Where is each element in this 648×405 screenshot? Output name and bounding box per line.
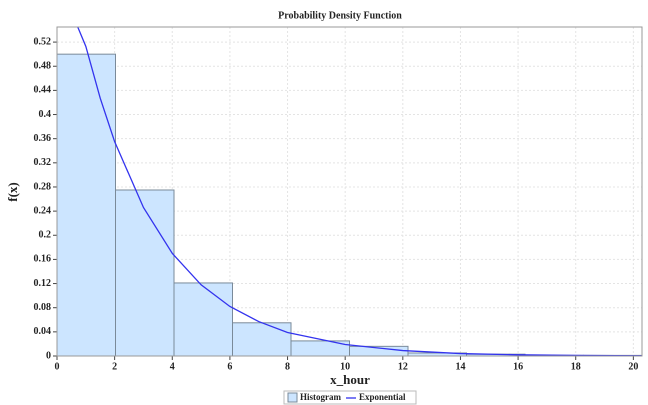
- x-tick-label: 8: [285, 361, 290, 372]
- y-tick-label: 0.4: [39, 109, 52, 120]
- legend: Histogram Exponential: [283, 390, 417, 405]
- histogram-bar: [232, 322, 292, 356]
- y-tick-label: 0.08: [34, 302, 52, 313]
- legend-label: Histogram: [300, 392, 341, 402]
- x-tick-label: 10: [340, 361, 350, 372]
- y-axis-label: f(x): [5, 182, 20, 202]
- x-tick-label: 20: [628, 361, 638, 372]
- y-tick-label: 0: [46, 350, 51, 361]
- x-tick-label: 14: [455, 361, 465, 372]
- y-tick-label: 0.2: [39, 230, 52, 241]
- y-tick-label: 0.24: [34, 205, 52, 216]
- x-tick-label: 12: [398, 361, 408, 372]
- x-axis-label: x_hour: [330, 372, 370, 387]
- density-curve: [77, 27, 642, 356]
- histogram-bar: [173, 282, 233, 356]
- x-tick-label: 4: [170, 361, 175, 372]
- legend-label: Exponential: [359, 392, 406, 402]
- y-tick-label: 0.48: [34, 61, 52, 72]
- y-tick-label: 0.04: [34, 326, 52, 337]
- legend-swatch: [287, 392, 298, 403]
- plot-area: [57, 27, 642, 356]
- x-tick-label: 16: [513, 361, 523, 372]
- y-tick-label: 0.52: [34, 36, 52, 47]
- y-tick-label: 0.16: [34, 254, 52, 265]
- histogram-bar: [57, 53, 116, 356]
- y-tick-label: 0.44: [34, 85, 52, 96]
- plot-border: [56, 26, 643, 357]
- x-tick-label: 2: [112, 361, 117, 372]
- y-tick-label: 0.36: [34, 133, 52, 144]
- chart-title: Probability Density Function: [278, 10, 402, 21]
- histogram-bar: [115, 189, 175, 356]
- x-tick-label: 18: [571, 361, 581, 372]
- x-tick-label: 6: [227, 361, 232, 372]
- x-tick-label: 0: [55, 361, 60, 372]
- y-tick-label: 0.32: [34, 157, 52, 168]
- y-tick-label: 0.28: [34, 181, 52, 192]
- y-tick-label: 0.12: [34, 278, 52, 289]
